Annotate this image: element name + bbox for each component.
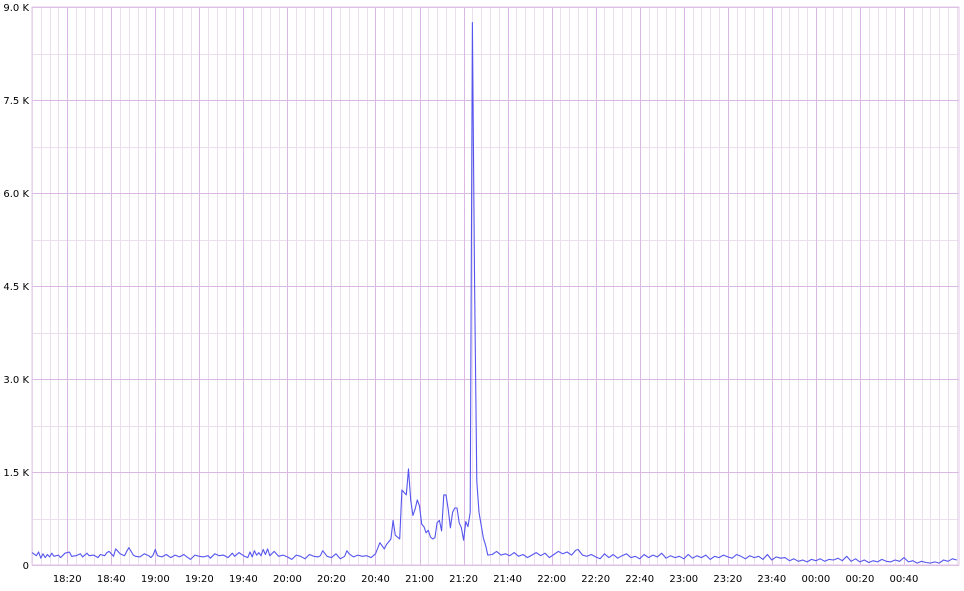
x-tick-label: 00:40: [890, 574, 919, 585]
x-tick-label: 20:00: [273, 574, 302, 585]
x-tick-label: 20:20: [317, 574, 346, 585]
x-tick-label: 19:00: [141, 574, 170, 585]
y-tick-label: 1.5 K: [3, 468, 29, 479]
x-tick-label: 21:40: [493, 574, 522, 585]
x-tick-label: 21:20: [449, 574, 478, 585]
y-tick-label: 6.0 K: [3, 189, 29, 200]
series-line: [31, 21, 957, 564]
plot-area-border: [31, 6, 960, 566]
x-tick-label: 22:20: [581, 574, 610, 585]
x-tick-label: 18:40: [97, 574, 126, 585]
x-tick-label: 23:00: [669, 574, 698, 585]
major-gridlines: [32, 7, 959, 566]
y-tick-label: 3.0 K: [3, 375, 29, 386]
x-tick-label: 23:40: [757, 574, 786, 585]
x-tick-label: 20:40: [361, 574, 390, 585]
x-tick-label: 21:00: [405, 574, 434, 585]
x-tick-label: 23:20: [713, 574, 742, 585]
x-tick-label: 19:40: [229, 574, 258, 585]
x-tick-label: 00:20: [846, 574, 875, 585]
y-tick-label: 7.5 K: [3, 96, 29, 107]
x-tick-label: 19:20: [185, 574, 214, 585]
x-tick-label: 18:20: [53, 574, 82, 585]
y-tick-label: 4.5 K: [3, 282, 29, 293]
x-axis-tick-labels: 18:20 18:40 19:00 19:20 19:40 20:00 20:20 20:40…: [53, 574, 919, 585]
x-tick-label: 22:00: [537, 574, 566, 585]
y-tick-label: 0: [23, 561, 29, 572]
series-layer: [31, 21, 957, 564]
x-tick-label: 00:00: [801, 574, 830, 585]
y-tick-label: 9.0 K: [3, 3, 29, 14]
x-tick-label: 22:40: [625, 574, 654, 585]
y-axis-tick-labels: 0 1.5 K 3.0 K 4.5 K 6.0 K 7.5 K 9.0 K: [3, 3, 29, 572]
